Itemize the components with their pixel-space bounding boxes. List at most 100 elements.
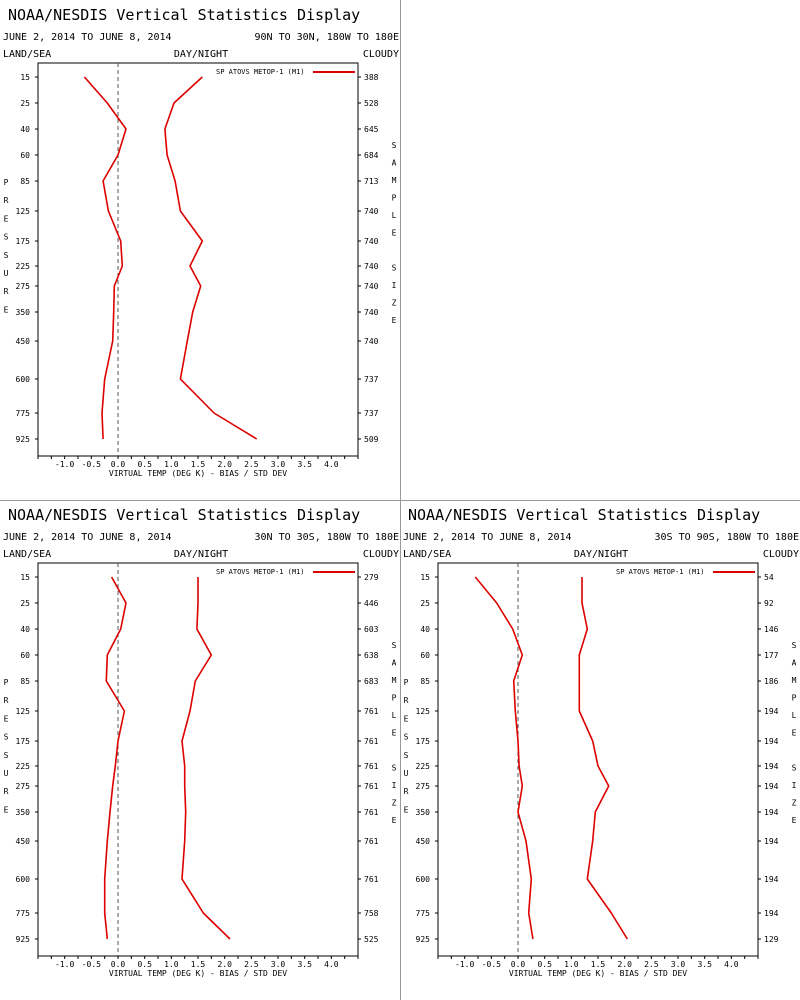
- y-axis-label-letter: P: [4, 678, 9, 687]
- y-axis-label-letter: S: [4, 251, 9, 260]
- chart-svg: NOAA/NESDIS Vertical Statistics Display …: [3, 6, 399, 478]
- std-dev-series-line: [164, 76, 258, 440]
- legend-label: SP ATOVS METOP-1 (M1): [616, 568, 705, 576]
- legend-label: SP ATOVS METOP-1 (M1): [216, 568, 305, 576]
- x-tick-label: 2.0: [617, 960, 632, 969]
- x-tick-label: -0.5: [482, 960, 501, 969]
- sample-size-label: 683: [364, 677, 379, 686]
- chart-title: NOAA/NESDIS Vertical Statistics Display: [8, 506, 360, 524]
- x-tick-label: -0.5: [82, 460, 101, 469]
- pressure-level-label: 15: [20, 73, 30, 82]
- x-tick-label: 3.0: [271, 460, 286, 469]
- pressure-level-label: 15: [420, 573, 430, 582]
- x-tick-label: 2.5: [244, 960, 259, 969]
- chart-svg: NOAA/NESDIS Vertical Statistics Display …: [3, 506, 400, 978]
- y-axis-label-letter: R: [4, 787, 9, 796]
- pressure-level-label: 85: [20, 677, 30, 686]
- pressure-level-label: 60: [420, 651, 430, 660]
- pressure-level-label: 450: [16, 837, 31, 846]
- y2-axis-label-letter: S: [392, 764, 397, 773]
- x-tick-label: 2.5: [644, 960, 659, 969]
- pressure-level-label: 40: [20, 125, 30, 134]
- chart-title: NOAA/NESDIS Vertical Statistics Display: [408, 506, 760, 524]
- stats-panel-2: NOAA/NESDIS Vertical Statistics Display …: [0, 500, 400, 1000]
- pressure-level-label: 600: [416, 875, 431, 884]
- plot-layer: -1.0 -0.5 0.0 0.5 1.0 1.5 2.0 2.5 3.0 3.5 4.0 15 25 4…: [404, 563, 797, 969]
- x-tick-label: -1.0: [455, 960, 474, 969]
- y2-axis-label-letter: I: [392, 781, 397, 790]
- y-axis-label-letter: U: [4, 769, 9, 778]
- sample-size-label: 740: [364, 308, 379, 317]
- sample-size-label: 761: [364, 782, 379, 791]
- y-axis-label-letter: S: [404, 733, 409, 742]
- pressure-level-label: 225: [16, 262, 31, 271]
- sample-size-label: 645: [364, 125, 379, 134]
- bias-series-line: [103, 576, 127, 940]
- y-axis-label-letter: U: [4, 269, 9, 278]
- y-axis-label-letter: R: [404, 787, 409, 796]
- pressure-level-label: 225: [416, 762, 431, 771]
- pressure-level-label: 40: [420, 625, 430, 634]
- sample-size-label: 740: [364, 207, 379, 216]
- x-tick-label: -0.5: [82, 960, 101, 969]
- corner-right-label: CLOUDY: [363, 49, 399, 60]
- y-axis-label-letter: E: [4, 714, 9, 723]
- y2-axis-label-letter: I: [792, 781, 797, 790]
- y-axis-label-letter: E: [404, 805, 409, 814]
- std-dev-series-line: [578, 577, 628, 940]
- pressure-level-label: 125: [16, 207, 31, 216]
- y2-axis-label-letter: M: [392, 176, 397, 185]
- x-tick-label: 2.5: [244, 460, 259, 469]
- pressure-level-label: 350: [16, 308, 31, 317]
- sample-size-label: 279: [364, 573, 379, 582]
- sample-size-label: 758: [364, 909, 379, 918]
- y2-axis-label-letter: E: [392, 729, 397, 738]
- y2-axis-label-letter: S: [392, 141, 397, 150]
- pressure-level-label: 175: [16, 737, 31, 746]
- x-tick-label: 3.5: [297, 960, 312, 969]
- y-axis-label-letter: E: [4, 805, 9, 814]
- sample-size-label: 740: [364, 237, 379, 246]
- pressure-level-label: 275: [416, 782, 431, 791]
- x-tick-label: 0.5: [537, 960, 552, 969]
- chart-svg: NOAA/NESDIS Vertical Statistics Display …: [403, 506, 799, 978]
- x-tick-label: 0.0: [111, 460, 126, 469]
- plot-layer: -1.0 -0.5 0.0 0.5 1.0 1.5 2.0 2.5 3.0 3.5 4.0 15 25 4…: [4, 563, 397, 969]
- x-tick-label: 2.0: [217, 460, 232, 469]
- y2-axis-label-letter: S: [392, 641, 397, 650]
- x-tick-label: 1.5: [191, 960, 206, 969]
- sample-size-label: 740: [364, 262, 379, 271]
- pressure-level-label: 85: [420, 677, 430, 686]
- x-tick-label: 1.0: [564, 960, 579, 969]
- std-dev-series-line: [181, 577, 231, 940]
- x-tick-label: 3.5: [697, 960, 712, 969]
- sample-size-label: 761: [364, 875, 379, 884]
- y2-axis-label-letter: P: [392, 694, 397, 703]
- x-tick-label: 0.0: [511, 960, 526, 969]
- date-range: JUNE 2, 2014 TO JUNE 8, 2014: [3, 532, 172, 543]
- x-tick-label: 0.0: [111, 960, 126, 969]
- corner-left-label: LAND/SEA: [3, 549, 51, 560]
- y-axis-label-letter: P: [404, 678, 409, 687]
- plot-layer: -1.0 -0.5 0.0 0.5 1.0 1.5 2.0 2.5 3.0 3.5 4.0 15 25 4…: [4, 63, 397, 469]
- sample-size-label: 177: [764, 651, 779, 660]
- y2-axis-label-letter: P: [392, 194, 397, 203]
- date-range: JUNE 2, 2014 TO JUNE 8, 2014: [403, 532, 572, 543]
- y2-axis-label-letter: E: [792, 816, 797, 825]
- pressure-level-label: 350: [416, 808, 431, 817]
- region-label: 30N TO 30S, 180W TO 180E: [255, 532, 400, 543]
- sample-size-label: 761: [364, 808, 379, 817]
- y-axis-label-letter: P: [4, 178, 9, 187]
- pressure-level-label: 85: [20, 177, 30, 186]
- y2-axis-label-letter: M: [392, 676, 397, 685]
- y-axis-label-letter: S: [4, 733, 9, 742]
- date-range: JUNE 2, 2014 TO JUNE 8, 2014: [3, 32, 172, 43]
- stats-panel-3: NOAA/NESDIS Vertical Statistics Display …: [400, 500, 800, 1000]
- y2-axis-label-letter: A: [392, 159, 397, 168]
- x-tick-label: 3.5: [297, 460, 312, 469]
- y-axis-label-letter: S: [4, 233, 9, 242]
- y2-axis-label-letter: E: [392, 229, 397, 238]
- sample-size-label: 186: [764, 677, 779, 686]
- pressure-level-label: 775: [16, 909, 31, 918]
- sample-size-label: 737: [364, 409, 379, 418]
